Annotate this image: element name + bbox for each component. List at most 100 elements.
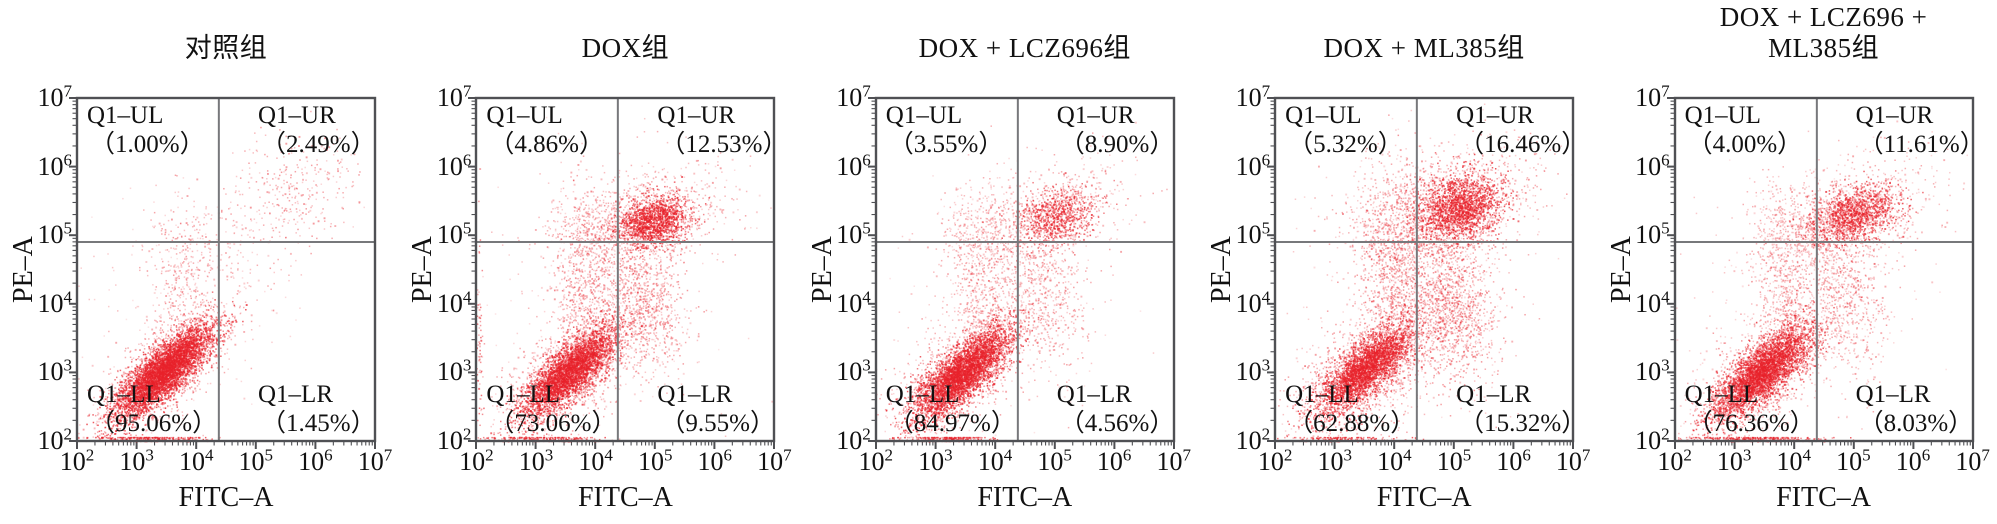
x-tick-label: 104 bbox=[578, 445, 613, 476]
scatter-canvas bbox=[1654, 88, 1985, 453]
quadrant-label-lower-left: Q1–LL （84.97%） bbox=[886, 380, 1016, 438]
y-tick-label: 102 bbox=[436, 424, 472, 455]
plot-title-line: DOX + ML385组 bbox=[1323, 33, 1525, 63]
quadrant-label-upper-left: Q1–UL （3.55%） bbox=[886, 101, 1004, 159]
y-tick-label: 105 bbox=[1235, 218, 1271, 250]
quadrant-percent: （12.53%） bbox=[660, 131, 788, 158]
x-tick-label: 107 bbox=[757, 445, 792, 476]
quadrant-label-lower-right: Q1–LR （4.56%） bbox=[1057, 380, 1175, 438]
quadrant-label-lower-right: Q1–LR （15.32%） bbox=[1456, 380, 1586, 438]
scatter-canvas bbox=[456, 88, 787, 453]
y-axis-label: PE–A bbox=[1605, 236, 1637, 303]
quadrant-percent: （1.00%） bbox=[90, 131, 205, 158]
y-tick-label: 103 bbox=[436, 355, 472, 387]
y-axis-label: PE–A bbox=[8, 236, 39, 303]
y-tick-label: 106 bbox=[37, 149, 73, 181]
quadrant-name: Q1–LR bbox=[1456, 381, 1532, 408]
quadrant-name: Q1–UR bbox=[1855, 102, 1934, 129]
flow-plot-panel: DOX组 PE–A Q1–UL （4.86%） Q1–UR （12.53%） Q… bbox=[399, 0, 798, 524]
x-tick-label: 107 bbox=[1555, 445, 1591, 476]
x-tick-label: 103 bbox=[1716, 445, 1752, 476]
x-axis-label: FITC–A bbox=[1776, 482, 1872, 513]
quadrant-name: Q1–UR bbox=[1456, 102, 1534, 129]
quadrant-name: Q1–LR bbox=[1855, 381, 1931, 408]
y-tick-label: 104 bbox=[836, 287, 871, 318]
plot-title: 对照组 bbox=[53, 0, 399, 64]
flow-plot-panel: 对照组 PE–A Q1–UL （1.00%） Q1–UR （2.49%） Q1–… bbox=[0, 0, 399, 524]
plot-title-line: ML385组 bbox=[1768, 33, 1880, 63]
x-tick-label: 102 bbox=[1257, 445, 1293, 476]
scatter-canvas bbox=[1255, 88, 1586, 453]
x-tick-label: 107 bbox=[1955, 445, 1990, 476]
quadrant-label-upper-left: Q1–UL （4.86%） bbox=[486, 101, 604, 159]
x-tick-label: 107 bbox=[357, 445, 393, 476]
y-tick-label: 104 bbox=[37, 287, 73, 318]
quadrant-percent: （15.32%） bbox=[1459, 410, 1587, 437]
x-tick-label: 106 bbox=[1096, 445, 1132, 476]
y-axis-label: PE–A bbox=[1206, 236, 1238, 303]
y-tick-label: 105 bbox=[37, 218, 73, 250]
y-axis-label: PE–A bbox=[806, 236, 838, 303]
quadrant-percent: （4.00%） bbox=[1687, 131, 1803, 158]
quadrant-name: Q1–LR bbox=[657, 381, 733, 408]
quadrant-label-upper-right: Q1–UR （2.49%） bbox=[258, 101, 376, 159]
x-axis-label: FITC–A bbox=[977, 482, 1073, 513]
plot-title-line: 对照组 bbox=[184, 33, 268, 63]
quadrant-label-upper-right: Q1–UR （11.61%） bbox=[1856, 101, 1985, 159]
quadrant-percent: （5.32%） bbox=[1288, 131, 1403, 158]
plot-title-line: DOX + LCZ696组 bbox=[918, 33, 1131, 63]
quadrant-name: Q1–LL bbox=[1285, 381, 1359, 408]
y-tick-label: 103 bbox=[836, 355, 871, 387]
quadrant-label-lower-left: Q1–LL （62.88%） bbox=[1285, 380, 1415, 438]
x-tick-label: 105 bbox=[238, 445, 274, 476]
x-tick-label: 104 bbox=[1776, 445, 1812, 476]
y-tick-label: 106 bbox=[1635, 149, 1670, 181]
quadrant-label-lower-left: Q1–LL （73.06%） bbox=[486, 380, 616, 438]
x-tick-label: 105 bbox=[1436, 445, 1472, 476]
x-tick-label: 102 bbox=[1657, 445, 1692, 476]
quadrant-label-lower-left: Q1–LL （95.06%） bbox=[87, 380, 217, 438]
y-tick-label: 107 bbox=[1635, 81, 1670, 112]
y-tick-label: 107 bbox=[1235, 81, 1271, 112]
quadrant-percent: （8.03%） bbox=[1858, 410, 1974, 437]
plot-title-line: DOX组 bbox=[581, 33, 670, 63]
quadrant-label-upper-left: Q1–UL （1.00%） bbox=[87, 101, 205, 159]
y-tick-label: 106 bbox=[836, 149, 871, 181]
x-axis-label: FITC–A bbox=[577, 482, 673, 513]
quadrant-label-lower-right: Q1–LR （8.03%） bbox=[1856, 380, 1974, 438]
x-tick-label: 107 bbox=[1156, 445, 1192, 476]
quadrant-label-upper-left: Q1–UL （4.00%） bbox=[1685, 101, 1803, 159]
quadrant-percent: （2.49%） bbox=[261, 131, 376, 158]
x-axis-label: FITC–A bbox=[178, 482, 274, 513]
quadrant-name: Q1–UL bbox=[87, 102, 164, 129]
x-tick-label: 104 bbox=[1377, 445, 1412, 476]
quadrant-label-upper-right: Q1–UR （8.90%） bbox=[1057, 101, 1175, 159]
quadrant-percent: （9.55%） bbox=[660, 410, 775, 437]
quadrant-percent: （1.45%） bbox=[261, 410, 376, 437]
quadrant-percent: （8.90%） bbox=[1059, 131, 1175, 158]
x-tick-label: 103 bbox=[119, 445, 154, 476]
x-tick-label: 104 bbox=[178, 445, 214, 476]
y-tick-label: 105 bbox=[436, 218, 472, 250]
quadrant-name: Q1–UR bbox=[657, 102, 736, 129]
quadrant-percent: （95.06%） bbox=[90, 410, 218, 437]
quadrant-name: Q1–LL bbox=[87, 381, 161, 408]
y-tick-label: 104 bbox=[436, 287, 472, 318]
x-tick-label: 106 bbox=[1895, 445, 1931, 476]
quadrant-name: Q1–LR bbox=[1056, 381, 1132, 408]
quadrant-name: Q1–LL bbox=[885, 381, 960, 408]
x-tick-label: 102 bbox=[459, 445, 494, 476]
quadrant-label-lower-right: Q1–LR （1.45%） bbox=[258, 380, 376, 438]
y-tick-label: 102 bbox=[37, 424, 73, 455]
x-tick-label: 103 bbox=[1317, 445, 1353, 476]
quadrant-name: Q1–LL bbox=[1684, 381, 1759, 408]
plot-title: DOX + LCZ696组 bbox=[852, 0, 1198, 64]
quadrant-name: Q1–UL bbox=[486, 102, 563, 129]
y-tick-label: 102 bbox=[836, 424, 871, 455]
plot-title: DOX + ML385组 bbox=[1251, 0, 1597, 64]
y-tick-label: 106 bbox=[1235, 149, 1271, 181]
quadrant-percent: （76.36%） bbox=[1687, 410, 1815, 437]
x-tick-label: 102 bbox=[59, 445, 95, 476]
x-tick-label: 105 bbox=[1037, 445, 1072, 476]
